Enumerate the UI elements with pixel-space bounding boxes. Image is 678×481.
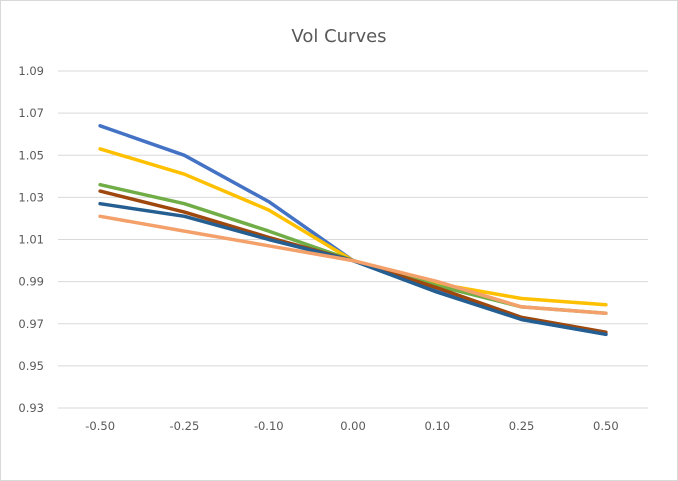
x-tick-label: 0.00 — [340, 419, 366, 433]
x-tick-label: -0.10 — [254, 419, 284, 433]
gridlines — [58, 70, 648, 409]
chart-title: Vol Curves — [291, 26, 387, 47]
y-tick-label: 1.03 — [18, 190, 44, 204]
y-tick-label: 1.01 — [18, 233, 44, 247]
x-tick-label: 0.10 — [424, 419, 450, 433]
y-tick-label: 0.93 — [18, 401, 44, 415]
series-lines — [98, 124, 608, 337]
y-tick-label: 1.07 — [18, 106, 44, 120]
y-axis-tick-labels: 0.93 0.95 0.97 0.99 1.01 1.03 1.05 1.07 1.09 — [18, 64, 44, 415]
y-tick-label: 0.97 — [18, 317, 44, 331]
series-line-6 — [98, 214, 608, 315]
y-tick-label: 1.05 — [18, 148, 44, 162]
x-tick-label: 0.50 — [593, 419, 619, 433]
x-tick-label: -0.50 — [85, 419, 115, 433]
series-line-5 — [98, 201, 608, 337]
x-tick-label: 0.25 — [509, 419, 535, 433]
series-line-3 — [98, 182, 608, 315]
y-tick-label: 0.95 — [18, 359, 44, 373]
y-tick-label: 0.99 — [18, 275, 44, 289]
y-tick-label: 1.09 — [18, 64, 44, 78]
x-axis-tick-labels: -0.50 -0.25 -0.10 0.00 0.10 0.25 0.50 — [85, 419, 618, 433]
x-tick-label: -0.25 — [170, 419, 200, 433]
